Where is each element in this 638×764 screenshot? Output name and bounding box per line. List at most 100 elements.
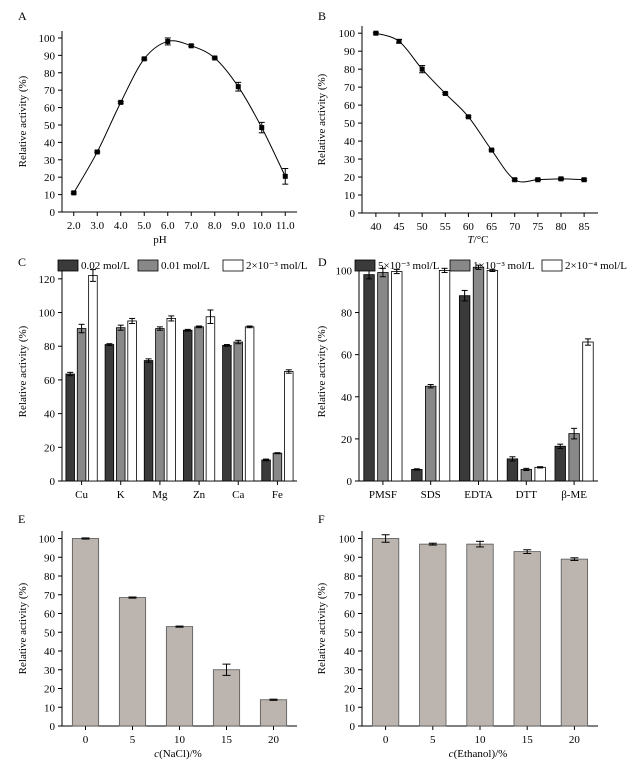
y-tick-label: 50 bbox=[44, 120, 56, 132]
bar bbox=[127, 320, 137, 482]
bar bbox=[205, 316, 216, 482]
bar bbox=[261, 459, 271, 482]
bar bbox=[506, 458, 519, 482]
bar bbox=[534, 466, 546, 482]
x-axis-label-italic: c bbox=[449, 748, 454, 760]
y-tick-label: 20 bbox=[341, 434, 353, 446]
x-axis-label-rest: (Ethanol)/% bbox=[454, 748, 508, 760]
y-tick-label: 90 bbox=[44, 50, 56, 62]
bar bbox=[259, 699, 288, 727]
legend-swatch bbox=[137, 259, 159, 272]
series-line bbox=[375, 32, 585, 183]
x-axis-label: c(Ethanol)/% bbox=[449, 748, 508, 760]
bar bbox=[183, 329, 193, 482]
y-axis-label: Relative activity (%) bbox=[316, 325, 328, 417]
bar bbox=[194, 326, 204, 482]
y-tick-label: 60 bbox=[44, 609, 56, 621]
bar bbox=[371, 538, 400, 727]
y-tick-label: 60 bbox=[341, 350, 353, 362]
bar bbox=[143, 360, 154, 482]
panel-letter: C bbox=[18, 255, 26, 269]
x-axis-label: pH bbox=[153, 234, 167, 246]
panel-letter: D bbox=[318, 255, 327, 269]
x-tick-label: 10 bbox=[475, 734, 487, 746]
y-tick-label: 120 bbox=[39, 274, 56, 286]
bar bbox=[212, 669, 241, 727]
y-tick-label: 70 bbox=[344, 590, 356, 602]
x-tick-label: 5.0 bbox=[137, 220, 151, 232]
y-tick-label: 40 bbox=[344, 646, 356, 658]
data-point bbox=[465, 114, 471, 120]
bar bbox=[472, 266, 485, 482]
panel-letter: E bbox=[18, 512, 25, 526]
x-tick-label: SDS bbox=[421, 489, 441, 501]
y-tick-label: 0 bbox=[50, 207, 56, 219]
y-tick-label: 10 bbox=[44, 702, 56, 714]
y-axis-label: Relative activity (%) bbox=[17, 75, 29, 167]
bar bbox=[222, 344, 232, 482]
y-tick-label: 40 bbox=[341, 392, 353, 404]
data-point bbox=[71, 190, 77, 196]
x-tick-label: 60 bbox=[463, 221, 475, 233]
x-tick-label: 55 bbox=[440, 221, 452, 233]
bar bbox=[486, 270, 499, 482]
x-tick-label: 70 bbox=[509, 221, 521, 233]
data-point bbox=[535, 177, 541, 183]
x-tick-label: 0 bbox=[83, 734, 89, 746]
data-point bbox=[212, 55, 218, 61]
y-tick-label: 70 bbox=[44, 85, 56, 97]
bar bbox=[244, 326, 255, 482]
legend-label: 5×10⁻³ mol/L bbox=[378, 260, 440, 272]
y-tick-label: 60 bbox=[344, 100, 356, 112]
y-axis-label: Relative activity (%) bbox=[316, 73, 328, 165]
x-tick-label: 15 bbox=[221, 734, 233, 746]
legend-swatch bbox=[449, 259, 471, 272]
data-point bbox=[373, 30, 379, 36]
x-tick-label: β-ME bbox=[561, 489, 587, 501]
x-tick-label: EDTA bbox=[464, 489, 493, 501]
data-point bbox=[165, 38, 171, 44]
x-tick-label: 9.0 bbox=[231, 220, 245, 232]
bar bbox=[520, 469, 532, 482]
bar bbox=[419, 543, 447, 727]
bar bbox=[71, 538, 100, 727]
bar bbox=[554, 445, 566, 482]
data-point bbox=[396, 38, 402, 44]
data-point bbox=[118, 99, 124, 105]
legend-swatch bbox=[541, 259, 563, 272]
x-tick-label: Fe bbox=[272, 489, 283, 501]
data-point bbox=[235, 84, 241, 90]
x-tick-label: 10.0 bbox=[252, 220, 272, 232]
legend-swatch bbox=[57, 259, 79, 272]
data-point bbox=[512, 177, 518, 183]
bar bbox=[165, 626, 194, 727]
x-tick-label: 6.0 bbox=[161, 220, 175, 232]
y-axis-label: Relative activity (%) bbox=[17, 325, 29, 417]
y-tick-label: 20 bbox=[44, 172, 56, 184]
panel-letter: A bbox=[18, 9, 27, 23]
y-tick-label: 100 bbox=[336, 265, 353, 277]
y-tick-label: 80 bbox=[344, 64, 356, 76]
y-tick-label: 0 bbox=[350, 208, 356, 220]
y-tick-label: 30 bbox=[44, 665, 56, 677]
data-point bbox=[442, 90, 448, 96]
y-tick-label: 20 bbox=[44, 684, 56, 696]
data-point bbox=[259, 125, 265, 131]
x-tick-label: 20 bbox=[569, 734, 581, 746]
y-tick-label: 80 bbox=[341, 308, 353, 320]
y-tick-label: 10 bbox=[344, 702, 356, 714]
x-axis-label-italic: c bbox=[154, 748, 159, 760]
x-tick-label: 10 bbox=[174, 734, 186, 746]
data-point bbox=[489, 147, 495, 153]
x-tick-label: 75 bbox=[532, 221, 544, 233]
data-point bbox=[141, 56, 147, 62]
x-axis-label-italic: T bbox=[468, 234, 475, 246]
x-tick-label: 0 bbox=[383, 734, 389, 746]
series-line bbox=[73, 40, 286, 194]
x-tick-label: 5 bbox=[130, 734, 136, 746]
x-tick-label: 4.0 bbox=[114, 220, 128, 232]
bar bbox=[104, 344, 115, 482]
x-axis-label-rest: (NaCl)/% bbox=[159, 748, 202, 760]
data-point bbox=[94, 149, 100, 155]
